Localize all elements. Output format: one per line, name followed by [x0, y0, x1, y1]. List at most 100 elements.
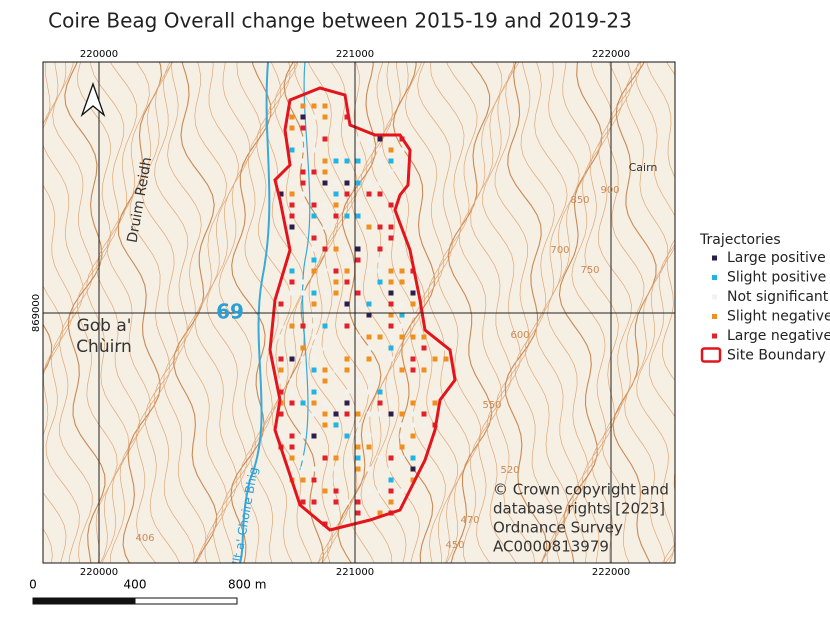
sample-point: [399, 499, 405, 505]
sample-point: [333, 444, 339, 450]
sample-point: [410, 433, 416, 439]
sample-point: [432, 389, 438, 395]
sample-point: [322, 345, 328, 351]
legend-label: Large negative: [727, 328, 830, 344]
sample-point: [289, 279, 295, 285]
sample-point: [344, 191, 350, 197]
contour-label: 450: [445, 540, 464, 551]
grid-label: 869000: [31, 294, 42, 332]
sample-point: [333, 279, 339, 285]
contour: [129, 62, 172, 563]
sample-point: [311, 290, 317, 296]
sample-point: [300, 125, 306, 131]
contour: [106, 62, 151, 563]
sample-point: [300, 378, 306, 384]
sample-point: [399, 323, 405, 329]
sample-point: [300, 455, 306, 461]
sample-point: [300, 180, 306, 186]
legend-label: Slight positive: [727, 270, 826, 286]
sample-point: [355, 334, 361, 340]
sample-point: [300, 422, 306, 428]
sample-point: [333, 510, 339, 516]
sample-point: [278, 180, 284, 186]
sample-point: [399, 455, 405, 461]
sample-point: [311, 411, 317, 417]
sample-point: [366, 312, 372, 318]
sample-point: [410, 466, 416, 472]
sample-point: [344, 257, 350, 263]
sample-point: [300, 114, 306, 120]
stream: [239, 62, 271, 563]
sample-point: [399, 433, 405, 439]
sample-point: [278, 191, 284, 197]
sample-point: [421, 411, 427, 417]
sample-point: [366, 411, 372, 417]
sample-point: [300, 235, 306, 241]
sample-point: [377, 411, 383, 417]
sample-point: [388, 268, 394, 274]
sample-point: [377, 213, 383, 219]
sample-point: [311, 268, 317, 274]
contour: [646, 62, 675, 563]
sample-point: [410, 411, 416, 417]
sample-point: [278, 323, 284, 329]
sample-point: [344, 433, 350, 439]
sample-point: [366, 180, 372, 186]
contour-label: 700: [550, 245, 569, 256]
sample-point: [355, 257, 361, 263]
sample-point: [311, 389, 317, 395]
contour: [230, 62, 272, 563]
sample-point: [311, 312, 317, 318]
sample-point: [366, 345, 372, 351]
legend-swatch: [712, 255, 717, 261]
sample-point: [388, 301, 394, 307]
contour: [437, 62, 482, 563]
legend-swatch: [712, 275, 717, 280]
legend-title: Trajectories: [699, 232, 781, 248]
contour: [250, 62, 292, 563]
scale-segment: [134, 597, 238, 605]
sample-point: [322, 136, 328, 142]
sample-point: [311, 114, 317, 120]
sample-point: [399, 444, 405, 450]
sample-point: [432, 400, 438, 406]
sample-point: [289, 389, 295, 395]
sample-point: [344, 114, 350, 120]
sample-point: [322, 158, 328, 164]
sample-point: [289, 290, 295, 296]
contour: [240, 62, 282, 563]
sample-point: [344, 400, 350, 406]
legend-swatch: [700, 347, 722, 363]
sample-point: [399, 301, 405, 307]
contour: [260, 62, 304, 563]
sample-point: [377, 180, 383, 186]
contour-label: 550: [482, 400, 501, 411]
sample-point: [278, 411, 284, 417]
sample-point: [388, 389, 394, 395]
sample-point: [344, 499, 350, 505]
sample-point: [278, 290, 284, 296]
sample-point: [300, 191, 306, 197]
sample-point: [300, 279, 306, 285]
map-label: Cairn: [629, 161, 658, 174]
sample-point: [311, 367, 317, 373]
copyright-line: Ordnance Survey: [493, 519, 623, 537]
sample-point: [278, 334, 284, 340]
sample-point: [300, 213, 306, 219]
sample-point: [322, 367, 328, 373]
sample-point: [289, 114, 295, 120]
sample-point: [311, 400, 317, 406]
sample-point: [355, 422, 361, 428]
sample-point: [377, 158, 383, 164]
scale-label: 400: [124, 578, 147, 592]
sample-point: [355, 466, 361, 472]
sample-point: [377, 257, 383, 263]
sample-point: [311, 224, 317, 230]
sample-point: [388, 378, 394, 384]
sample-point: [366, 301, 372, 307]
sample-point: [333, 466, 339, 472]
sample-point: [388, 158, 394, 164]
sample-point: [333, 158, 339, 164]
sample-point: [366, 433, 372, 439]
sample-point: [410, 477, 416, 483]
